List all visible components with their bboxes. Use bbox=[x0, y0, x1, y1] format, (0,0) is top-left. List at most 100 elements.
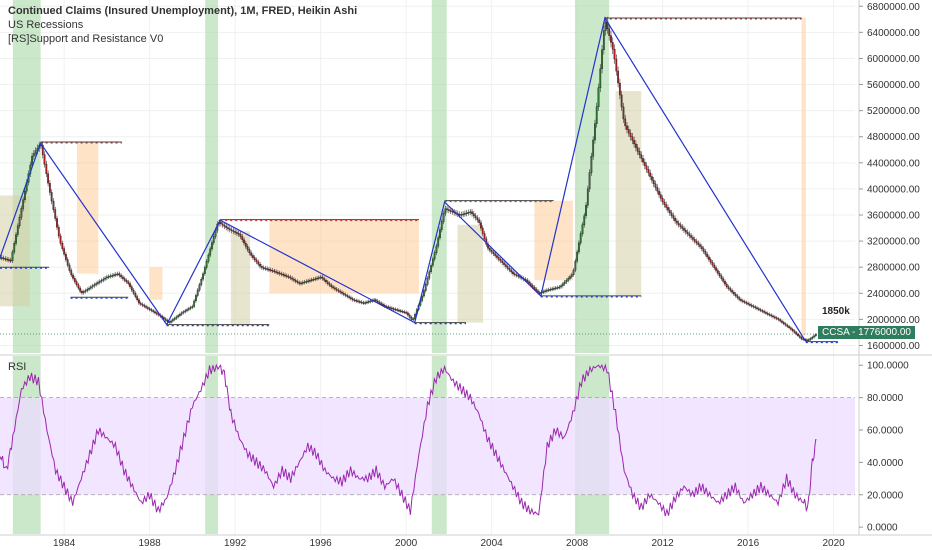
candle-body bbox=[713, 264, 716, 268]
candle-body bbox=[567, 278, 570, 281]
candle-body bbox=[775, 317, 778, 319]
price-tick-label: 2400000.00 bbox=[867, 289, 920, 300]
candle-body bbox=[275, 271, 277, 273]
recession-bands bbox=[12, 0, 610, 534]
candle-body bbox=[702, 248, 705, 252]
candle-body bbox=[433, 252, 436, 260]
candle-body bbox=[91, 285, 94, 288]
candle-body bbox=[289, 276, 292, 279]
candle-body bbox=[458, 214, 461, 216]
chart-title: Continued Claims (Insured Unemployment),… bbox=[8, 5, 358, 17]
price-tick-label: 6000000.00 bbox=[867, 54, 920, 65]
candle-body bbox=[225, 226, 228, 228]
candle-body bbox=[41, 144, 44, 155]
candle-body bbox=[490, 249, 493, 253]
candle-body bbox=[585, 205, 587, 216]
candle-body bbox=[788, 326, 790, 329]
time-tick-label: 2012 bbox=[652, 538, 675, 549]
candle-body bbox=[627, 129, 630, 134]
candle-body bbox=[647, 169, 650, 174]
candle-body bbox=[770, 314, 773, 317]
candle-body bbox=[367, 301, 370, 303]
price-tick-label: 4400000.00 bbox=[867, 158, 920, 169]
candle-body bbox=[305, 281, 308, 283]
candle-body bbox=[173, 318, 176, 320]
candle-body bbox=[652, 180, 655, 185]
rsi-pane bbox=[0, 363, 855, 517]
candle-body bbox=[460, 214, 463, 216]
price-tick-label: 3600000.00 bbox=[867, 211, 920, 222]
candle-body bbox=[809, 338, 812, 340]
price-tick-label: 2800000.00 bbox=[867, 263, 920, 274]
candle-body bbox=[513, 273, 516, 275]
sr-zone bbox=[801, 18, 806, 336]
candle-body bbox=[747, 303, 750, 305]
candle-body bbox=[77, 284, 80, 289]
candle-body bbox=[613, 49, 616, 60]
candle-body bbox=[34, 150, 37, 154]
candle-body bbox=[193, 300, 196, 307]
candle-body bbox=[4, 258, 7, 260]
candle-body bbox=[0, 257, 3, 259]
price-tick-label: 3200000.00 bbox=[867, 237, 920, 248]
candle-body bbox=[259, 263, 261, 267]
candle-body bbox=[98, 281, 101, 283]
candle-body bbox=[104, 277, 106, 280]
candle-body bbox=[631, 136, 634, 141]
candle-body bbox=[187, 308, 190, 310]
candle-body bbox=[73, 278, 76, 282]
candle-body bbox=[282, 274, 285, 276]
candle-body bbox=[323, 278, 326, 281]
candle-body bbox=[394, 308, 397, 311]
candle-body bbox=[52, 200, 55, 210]
candle-body bbox=[262, 267, 265, 269]
candle-body bbox=[738, 297, 741, 300]
candle-body bbox=[89, 286, 92, 289]
candle-body bbox=[635, 143, 637, 148]
candle-body bbox=[597, 87, 600, 108]
time-tick-label: 1984 bbox=[53, 538, 76, 549]
candle-body bbox=[504, 264, 507, 267]
candle-body bbox=[684, 230, 687, 233]
candle-body bbox=[515, 274, 518, 276]
sr-zone bbox=[457, 224, 484, 323]
price-tick-label: 1600000.00 bbox=[867, 341, 920, 352]
candle-body bbox=[348, 296, 351, 298]
candle-body bbox=[63, 248, 66, 255]
candle-body bbox=[643, 161, 646, 166]
candle-body bbox=[59, 235, 62, 244]
candle-body bbox=[109, 275, 112, 278]
candle-body bbox=[45, 163, 48, 174]
candle-body bbox=[360, 301, 363, 304]
candle-body bbox=[2, 257, 5, 260]
candle-body bbox=[716, 270, 719, 274]
candle-body bbox=[602, 30, 605, 50]
candle-body bbox=[8, 259, 10, 261]
candle-body bbox=[658, 190, 660, 195]
candle-body bbox=[180, 312, 183, 315]
candle-body bbox=[697, 242, 700, 245]
candle-body bbox=[18, 216, 21, 227]
candle-body bbox=[464, 213, 466, 215]
candle-body bbox=[626, 125, 628, 130]
candle-body bbox=[729, 288, 732, 291]
candle-body bbox=[16, 225, 19, 235]
candle-body bbox=[227, 227, 229, 229]
candle-body bbox=[617, 70, 619, 84]
candle-body bbox=[228, 228, 231, 230]
candle-body bbox=[232, 230, 235, 232]
candle-body bbox=[355, 300, 358, 302]
candle-body bbox=[640, 154, 643, 159]
candle-body bbox=[624, 118, 627, 127]
candle-body bbox=[22, 199, 25, 209]
candle-body bbox=[667, 207, 669, 211]
candle-body bbox=[451, 210, 454, 213]
candle-body bbox=[84, 290, 87, 292]
annotation-label: 1850k bbox=[822, 306, 850, 317]
candle-body bbox=[797, 333, 799, 336]
rsi-tick-label: 60.0000 bbox=[867, 426, 904, 437]
candle-body bbox=[15, 234, 17, 244]
candle-body bbox=[284, 274, 286, 277]
candle-body bbox=[574, 260, 577, 271]
